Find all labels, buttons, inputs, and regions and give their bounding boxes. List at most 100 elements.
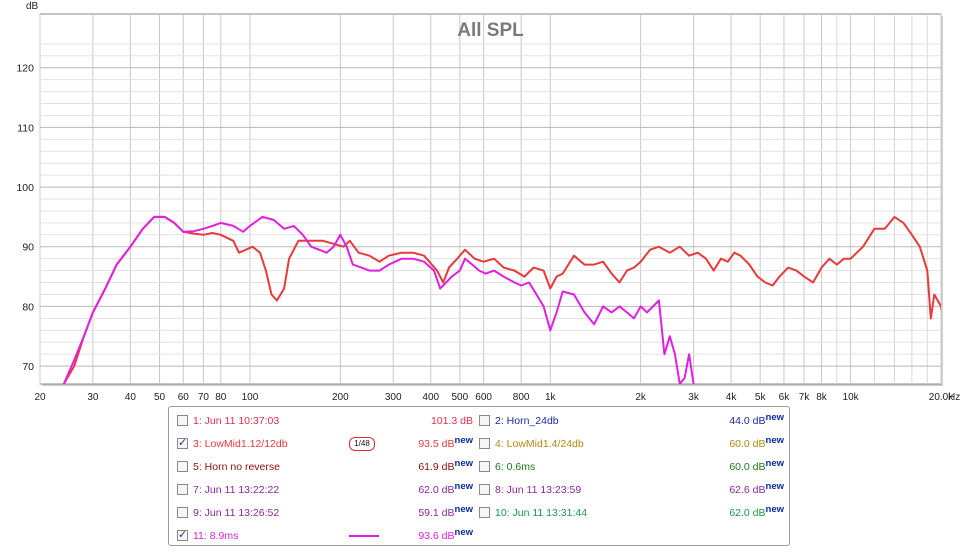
legend-item[interactable]: 5: Horn no reverse 61.9 dBnew [177,458,477,483]
x-tick-label: 30 [87,392,99,403]
legend-value: 44.0 dBnew [729,412,784,429]
x-tick-label: 80 [215,392,227,403]
x-tick-label: 100 [242,392,259,403]
legend-value-text: 62.0 dB [729,507,766,519]
y-tick-label: 80 [22,301,34,313]
legend-value: 101.3 dB [431,414,473,428]
series-line-11-8-9ms [62,215,695,384]
x-tick-label: 10k [843,392,860,403]
x-axis-label: Hz [948,392,960,403]
legend-label: 4: LowMid1.4/24db [495,438,584,450]
legend-label: 2: Horn_24db [495,415,559,427]
x-tick-label: 6k [779,392,791,403]
new-tag: new [765,481,784,492]
new-tag: new [454,435,473,446]
legend-value: 61.9 dBnew [418,458,473,475]
legend-item[interactable]: 9: Jun 11 13:26:52 59.1 dBnew [177,504,477,529]
x-tick-label: 1k [545,392,557,403]
legend-value: 62.0 dBnew [729,504,784,521]
x-tick-label: 5k [755,392,767,403]
legend-item[interactable]: 2: Horn_24db 44.0 dBnew [479,412,784,437]
x-tick-label: 20.0k [929,392,954,403]
legend-checkbox[interactable] [479,438,490,449]
new-tag: new [454,481,473,492]
x-tick-label: 300 [385,392,402,403]
legend-line-swatch [349,535,379,537]
legend-label: 6: 0.6ms [495,461,536,473]
legend-item[interactable]: 6: 0.6ms 60.0 dBnew [479,458,784,483]
legend-item[interactable]: 7: Jun 11 13:22:22 62.0 dBnew [177,481,477,506]
legend-value-text: 62.0 dB [418,484,455,496]
legend-value-text: 62.6 dB [729,484,766,496]
legend-value-text: 59.1 dB [418,507,455,519]
legend-item[interactable]: 10: Jun 11 13:31:44 62.0 dBnew [479,504,784,529]
legend-item[interactable]: 4: LowMid1.4/24db 60.0 dBnew [479,435,784,460]
legend-value-text: 93.6 dB [418,530,455,542]
legend-label: 3: LowMid1.12/12db [193,438,288,450]
legend-checkbox[interactable] [479,461,490,472]
measurement-legend: 1: Jun 11 10:37:03 101.3 dB 2: Horn_24db 44… [168,406,790,546]
legend-value-text: 61.9 dB [418,461,455,473]
new-tag: new [454,504,473,515]
chart-title: All SPL [457,20,524,41]
x-tick-label: 400 [422,392,439,403]
y-tick-label: 120 [16,63,34,75]
y-tick-label: 70 [22,361,34,373]
legend-value-text: 60.0 dB [729,438,766,450]
new-tag: new [765,435,784,446]
legend-label: 7: Jun 11 13:22:22 [193,484,280,496]
x-tick-label: 600 [475,392,492,403]
legend-value-text: 93.5 dB [418,438,455,450]
x-tick-label: 60 [178,392,190,403]
smoothing-badge[interactable]: 1/48 [349,437,375,451]
legend-checkbox[interactable] [177,484,188,495]
legend-checkbox[interactable] [479,484,490,495]
x-tick-label: 7k [799,392,811,403]
y-tick-label: 90 [22,242,34,254]
legend-value: 62.0 dBnew [418,481,473,498]
new-tag: new [765,504,784,515]
legend-label: 9: Jun 11 13:26:52 [193,507,280,519]
legend-label: 11: 8.9ms [193,530,239,542]
legend-checkbox[interactable] [177,415,188,426]
legend-label: 8: Jun 11 13:23:59 [495,484,582,496]
new-tag: new [765,412,784,423]
x-tick-label: 8k [816,392,828,403]
legend-item[interactable]: 3: LowMid1.12/12db 1/48 93.5 dBnew [177,435,477,460]
legend-value-text: 44.0 dB [729,415,766,427]
new-tag: new [454,458,473,469]
legend-checkbox[interactable] [177,461,188,472]
y-axis-label: dB [26,1,39,12]
x-tick-label: 800 [513,392,530,403]
legend-value: 93.5 dBnew [418,435,473,452]
x-tick-label: 500 [452,392,469,403]
x-tick-label: 3k [688,392,700,403]
legend-checkbox[interactable] [177,507,188,518]
y-tick-label: 110 [17,122,34,134]
legend-label: 10: Jun 11 13:31:44 [495,507,588,519]
legend-value-text: 101.3 dB [430,415,473,427]
legend-item[interactable]: 1: Jun 11 10:37:03 101.3 dB [177,415,477,437]
legend-value: 62.6 dBnew [729,481,784,498]
x-tick-label: 20 [34,392,46,403]
x-tick-label: 4k [726,392,738,403]
series-line-3-lowmid1-12-12db [62,215,941,384]
legend-label: 1: Jun 11 10:37:03 [193,415,280,427]
x-tick-label: 200 [332,392,349,403]
legend-value: 59.1 dBnew [418,504,473,521]
legend-checkbox[interactable] [479,415,490,426]
new-tag: new [454,527,473,538]
x-tick-label: 50 [154,392,166,403]
x-tick-label: 2k [635,392,647,403]
legend-item[interactable]: 11: 8.9ms 93.6 dBnew [177,527,477,552]
x-tick-label: 70 [198,392,210,403]
legend-checkbox[interactable] [177,528,188,542]
legend-value-text: 60.0 dB [729,461,766,473]
legend-value: 93.6 dBnew [418,527,473,544]
legend-value: 60.0 dBnew [729,458,784,475]
legend-checkbox[interactable] [177,436,188,450]
legend-checkbox[interactable] [479,507,490,518]
legend-item[interactable]: 8: Jun 11 13:23:59 62.6 dBnew [479,481,784,506]
legend-label: 5: Horn no reverse [193,461,280,473]
